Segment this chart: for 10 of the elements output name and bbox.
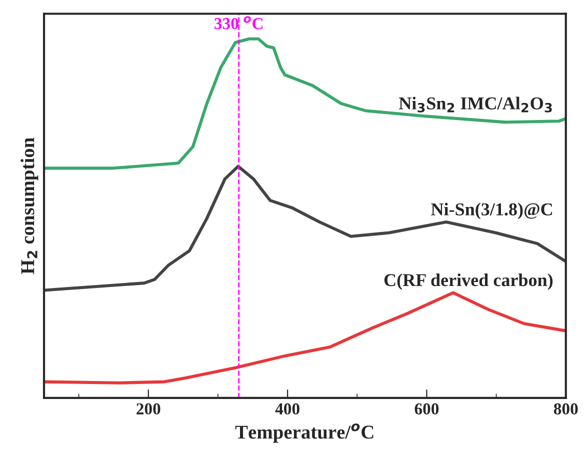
x-tick-label: 800 <box>554 403 578 415</box>
ref-line-label: 330 $^{o}$C <box>214 16 262 30</box>
x-tick-label: 400 <box>275 403 300 415</box>
x-tick-label: 600 <box>414 403 439 415</box>
series-label: Ni-Sn(3/1.8)@C <box>431 202 552 220</box>
x-axis-title: Temperature/$^{o}$C <box>235 423 374 443</box>
series-label: C(RF derived carbon) <box>384 274 553 290</box>
series-label: Ni$_{3}$Sn$_{2}$ IMC/Al$_{2}$O$_{3}$ <box>398 96 552 112</box>
x-tick-label: 200 <box>136 403 160 415</box>
y-axis-title: H$_{2}$ consumption <box>20 138 38 274</box>
